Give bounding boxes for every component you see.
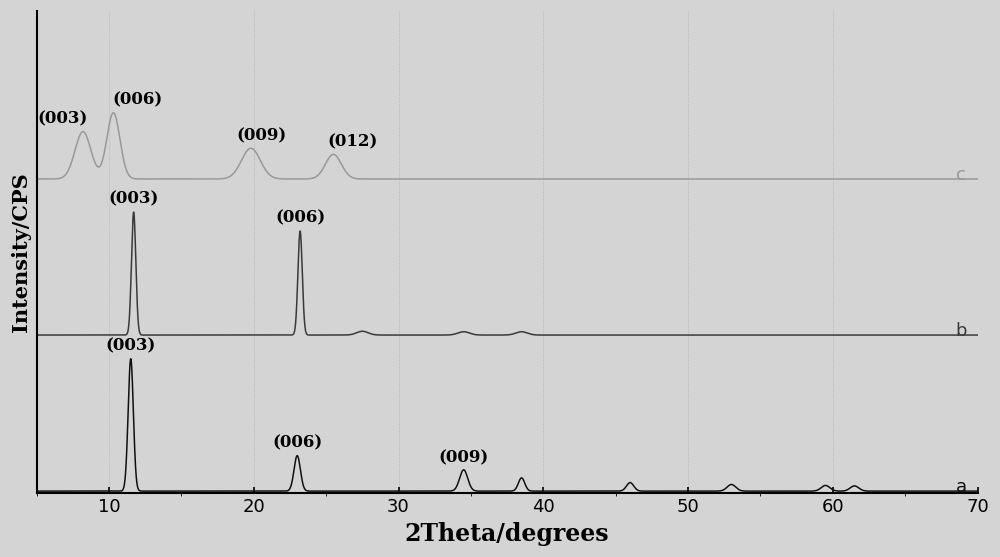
Text: (003): (003) xyxy=(108,190,159,207)
Y-axis label: Intensity/CPS: Intensity/CPS xyxy=(11,173,31,332)
Text: (003): (003) xyxy=(38,110,88,127)
X-axis label: 2Theta/degrees: 2Theta/degrees xyxy=(405,522,609,546)
Text: c: c xyxy=(956,166,966,184)
Text: (003): (003) xyxy=(106,337,156,354)
Text: b: b xyxy=(956,323,967,340)
Text: (009): (009) xyxy=(439,449,489,466)
Text: (009): (009) xyxy=(236,128,286,144)
Text: (006): (006) xyxy=(272,435,322,452)
Text: a: a xyxy=(956,478,967,496)
Text: (006): (006) xyxy=(275,209,325,226)
Text: (006): (006) xyxy=(113,91,163,108)
Text: (012): (012) xyxy=(327,134,377,150)
